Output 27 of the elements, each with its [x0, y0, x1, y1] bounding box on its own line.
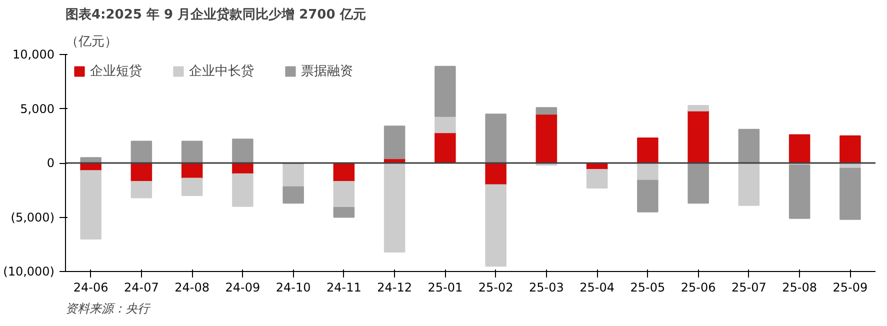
- y-tick-label: 0: [46, 156, 55, 170]
- y-axis-title: （亿元）: [66, 34, 118, 50]
- x-tick-label: 25-07: [732, 280, 766, 294]
- x-tick-label: 24-06: [73, 280, 108, 294]
- legend-label: 企业短贷: [90, 63, 142, 80]
- x-tick-label: 24-07: [124, 280, 159, 294]
- x-tick-label: 24-12: [377, 280, 412, 294]
- y-tick-label: (5,000): [10, 210, 54, 224]
- x-tick-label: 25-08: [782, 280, 818, 294]
- chart-title: 图表4:2025 年 9 月企业贷款同比少增 2700 亿元: [66, 6, 366, 22]
- x-tick-label: 25-02: [478, 280, 514, 294]
- x-tick-label: 24-10: [276, 280, 311, 294]
- x-tick-label: 24-09: [225, 280, 260, 294]
- x-tick-label: 25-01: [428, 280, 463, 294]
- legend-label: 票据融资: [301, 63, 353, 80]
- x-tick-label: 24-11: [326, 280, 362, 294]
- x-tick-label: 25-06: [680, 280, 716, 294]
- x-tick-label: 25-09: [832, 280, 868, 294]
- y-tick-label: (10,000): [3, 264, 55, 278]
- x-tick-label: 24-08: [174, 280, 210, 294]
- y-tick-label: 5,000: [20, 102, 55, 116]
- x-tick-label: 25-05: [630, 280, 666, 294]
- x-tick-label: 25-04: [580, 280, 615, 294]
- text: 资料来源：央行: [66, 302, 152, 316]
- x-tick-label: 25-03: [529, 280, 564, 294]
- y-tick-label: 10,000: [12, 48, 55, 62]
- legend-label: 企业中长贷: [189, 63, 254, 80]
